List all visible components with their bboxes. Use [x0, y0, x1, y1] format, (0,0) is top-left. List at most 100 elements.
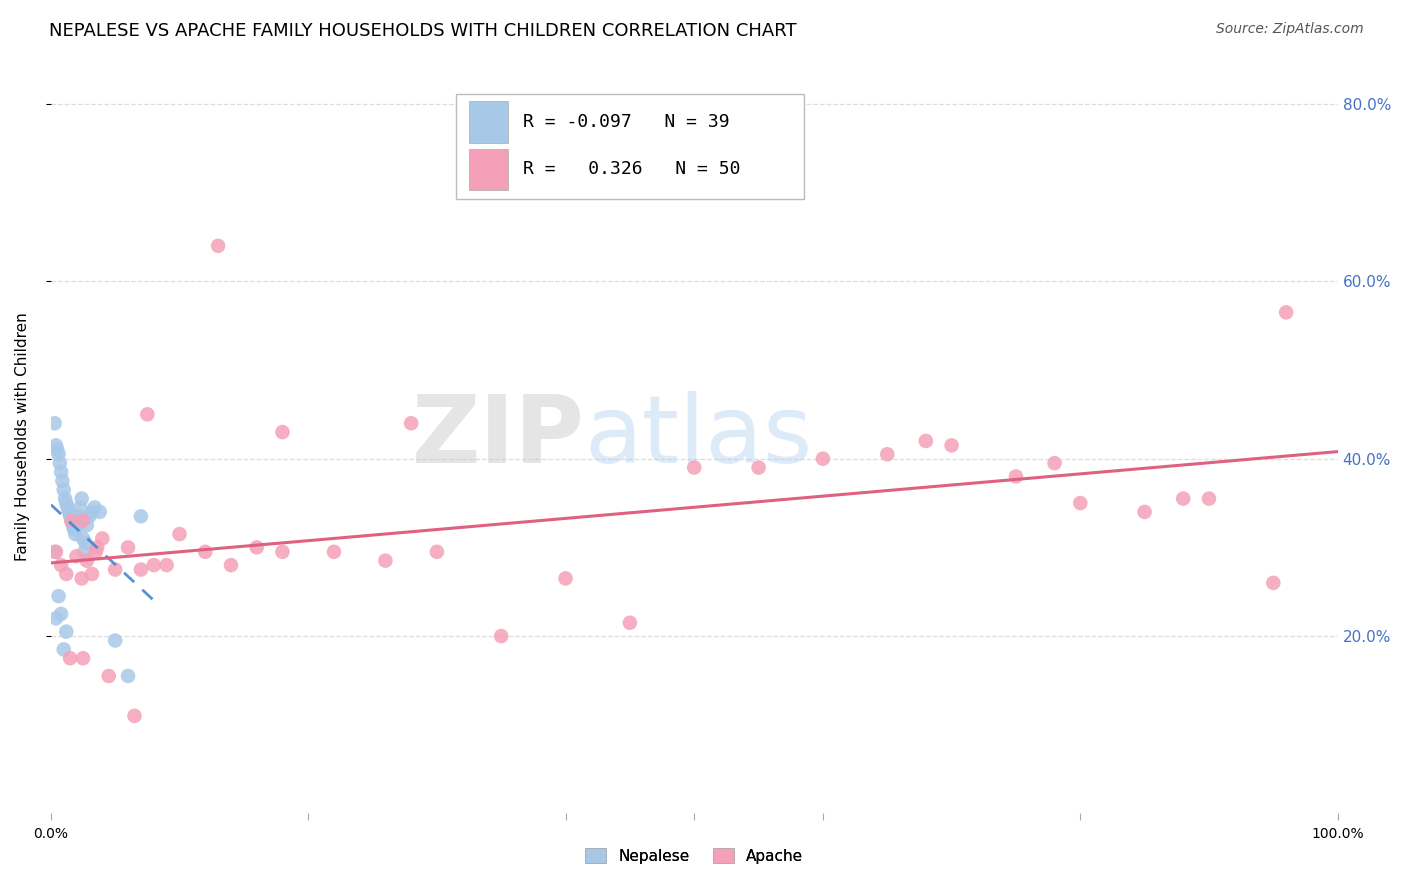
Point [169, 527, 191, 541]
Text: atlas: atlas [585, 391, 813, 483]
Point [59, 509, 82, 524]
Text: ZIP: ZIP [412, 391, 585, 483]
Point [84, 545, 107, 559]
Point [194, 545, 217, 559]
Point [51, 474, 73, 488]
Point [70, 491, 93, 506]
Bar [470, 149, 508, 190]
Point [117, 541, 139, 555]
Point [89, 505, 111, 519]
Point [86, 541, 108, 555]
FancyBboxPatch shape [456, 94, 804, 199]
Point [104, 563, 127, 577]
Point [49, 465, 72, 479]
Text: Source: ZipAtlas.com: Source: ZipAtlas.com [1216, 22, 1364, 37]
Point [72, 532, 94, 546]
Point [142, 558, 165, 573]
Point [60, 514, 83, 528]
Point [1133, 505, 1156, 519]
Point [136, 408, 159, 422]
Point [97, 669, 120, 683]
Point [49, 558, 72, 573]
Y-axis label: Family Households with Children: Family Households with Children [15, 312, 30, 561]
Point [72, 514, 94, 528]
Point [915, 434, 938, 448]
Point [271, 545, 294, 559]
Point [52, 642, 75, 657]
Point [91, 532, 114, 546]
Point [44, 545, 66, 559]
Point [1275, 305, 1298, 319]
Point [619, 615, 641, 630]
Point [683, 460, 706, 475]
Point [45, 438, 67, 452]
Point [76, 518, 98, 533]
Point [79, 509, 101, 524]
Point [104, 633, 127, 648]
Point [1263, 575, 1285, 590]
Point [65, 549, 87, 564]
Point [46, 442, 69, 457]
Point [45, 611, 67, 625]
Point [748, 460, 770, 475]
Point [156, 558, 179, 573]
Point [65, 509, 87, 524]
Point [44, 416, 66, 430]
Point [80, 566, 103, 581]
Point [323, 545, 346, 559]
Point [80, 505, 103, 519]
Point [73, 545, 96, 559]
Point [374, 554, 396, 568]
Point [63, 523, 86, 537]
Point [75, 536, 97, 550]
Bar [470, 101, 508, 143]
Point [72, 651, 94, 665]
Point [124, 709, 146, 723]
Point [55, 624, 77, 639]
Point [52, 483, 75, 497]
Point [55, 496, 77, 510]
Point [49, 607, 72, 621]
Point [1173, 491, 1195, 506]
Point [129, 563, 152, 577]
Point [70, 571, 93, 585]
Point [1198, 491, 1220, 506]
Text: NEPALESE VS APACHE FAMILY HOUSEHOLDS WITH CHILDREN CORRELATION CHART: NEPALESE VS APACHE FAMILY HOUSEHOLDS WIT… [49, 22, 797, 40]
Point [399, 416, 422, 430]
Point [65, 527, 87, 541]
Point [1043, 456, 1066, 470]
Point [117, 669, 139, 683]
Point [56, 500, 79, 515]
Point [83, 500, 105, 515]
Point [1069, 496, 1091, 510]
Legend: Nepalese, Apache: Nepalese, Apache [579, 842, 810, 870]
Point [60, 514, 83, 528]
Point [49, 456, 72, 470]
Point [246, 541, 269, 555]
Point [48, 589, 70, 603]
Point [219, 558, 242, 573]
Point [67, 509, 90, 524]
Text: R = -0.097   N = 39: R = -0.097 N = 39 [523, 112, 730, 131]
Point [48, 447, 70, 461]
Point [129, 509, 152, 524]
Text: R =   0.326   N = 50: R = 0.326 N = 50 [523, 161, 741, 178]
Point [62, 518, 84, 533]
Point [426, 545, 449, 559]
Point [489, 629, 512, 643]
Point [58, 505, 80, 519]
Point [69, 500, 91, 515]
Point [1005, 469, 1028, 483]
Point [76, 554, 98, 568]
Point [45, 545, 67, 559]
Point [66, 518, 89, 533]
Point [53, 491, 76, 506]
Point [271, 425, 294, 439]
Point [876, 447, 898, 461]
Point [811, 451, 834, 466]
Point [59, 651, 82, 665]
Point [554, 571, 576, 585]
Point [207, 239, 229, 253]
Point [941, 438, 963, 452]
Point [55, 566, 77, 581]
